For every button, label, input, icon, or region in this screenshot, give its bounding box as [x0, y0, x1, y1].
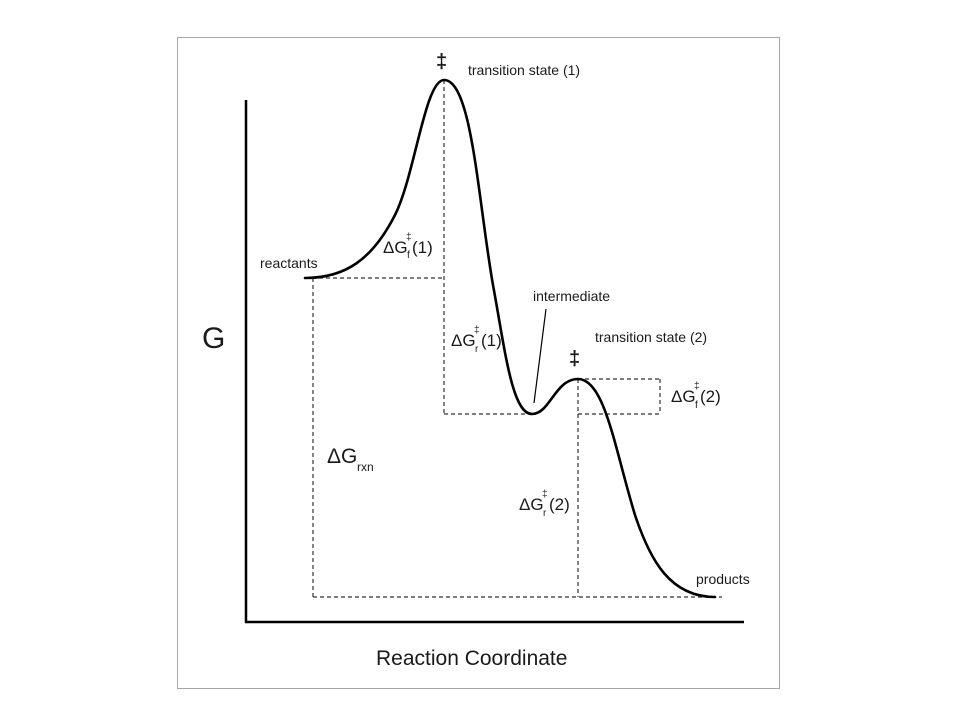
ts1-dagger-icon: ‡: [436, 51, 447, 73]
svg-text:r: r: [543, 508, 547, 519]
svg-text:‡: ‡: [694, 381, 700, 392]
dg-forward-2-label: ΔG ‡ f (2): [671, 381, 721, 411]
intermediate-pointer: [533, 308, 547, 404]
reactants-label: reactants: [260, 255, 318, 271]
svg-text:‡: ‡: [542, 489, 548, 500]
svg-text:‡: ‡: [406, 232, 412, 243]
svg-text:ΔG: ΔG: [327, 445, 357, 468]
svg-text:ΔG: ΔG: [671, 387, 696, 406]
svg-text:ΔG: ΔG: [451, 331, 476, 350]
ts1-label: transition state (1): [468, 62, 580, 78]
x-axis-label: Reaction Coordinate: [376, 647, 567, 670]
svg-text:ΔG: ΔG: [519, 495, 544, 514]
dg-reverse-2-label: ΔG ‡ r (2): [519, 489, 570, 519]
dg-reverse-1-label: ΔG ‡ r (1): [451, 325, 502, 355]
svg-text:‡: ‡: [474, 325, 480, 336]
diagram-frame: [177, 37, 780, 689]
energy-profile-curve: [303, 78, 717, 599]
reference-lines: [312, 80, 722, 598]
svg-text:ΔG: ΔG: [383, 238, 408, 257]
intermediate-label: intermediate: [533, 288, 610, 304]
svg-text:rxn: rxn: [357, 460, 374, 474]
svg-text:(2): (2): [700, 387, 721, 406]
svg-text:f: f: [695, 400, 698, 411]
svg-text:(2): (2): [549, 495, 570, 514]
dg-rxn-label: ΔG rxn: [327, 445, 374, 474]
svg-text:f: f: [407, 250, 410, 261]
svg-text:r: r: [475, 344, 479, 355]
ts2-dagger-icon: ‡: [569, 348, 580, 370]
products-label: products: [696, 571, 750, 587]
y-axis-label: G: [202, 322, 225, 355]
svg-text:(1): (1): [412, 238, 433, 257]
ts2-label: transition state (2): [595, 329, 707, 345]
dg-forward-1-label: ΔG ‡ f (1): [383, 232, 433, 261]
svg-text:(1): (1): [481, 331, 502, 350]
